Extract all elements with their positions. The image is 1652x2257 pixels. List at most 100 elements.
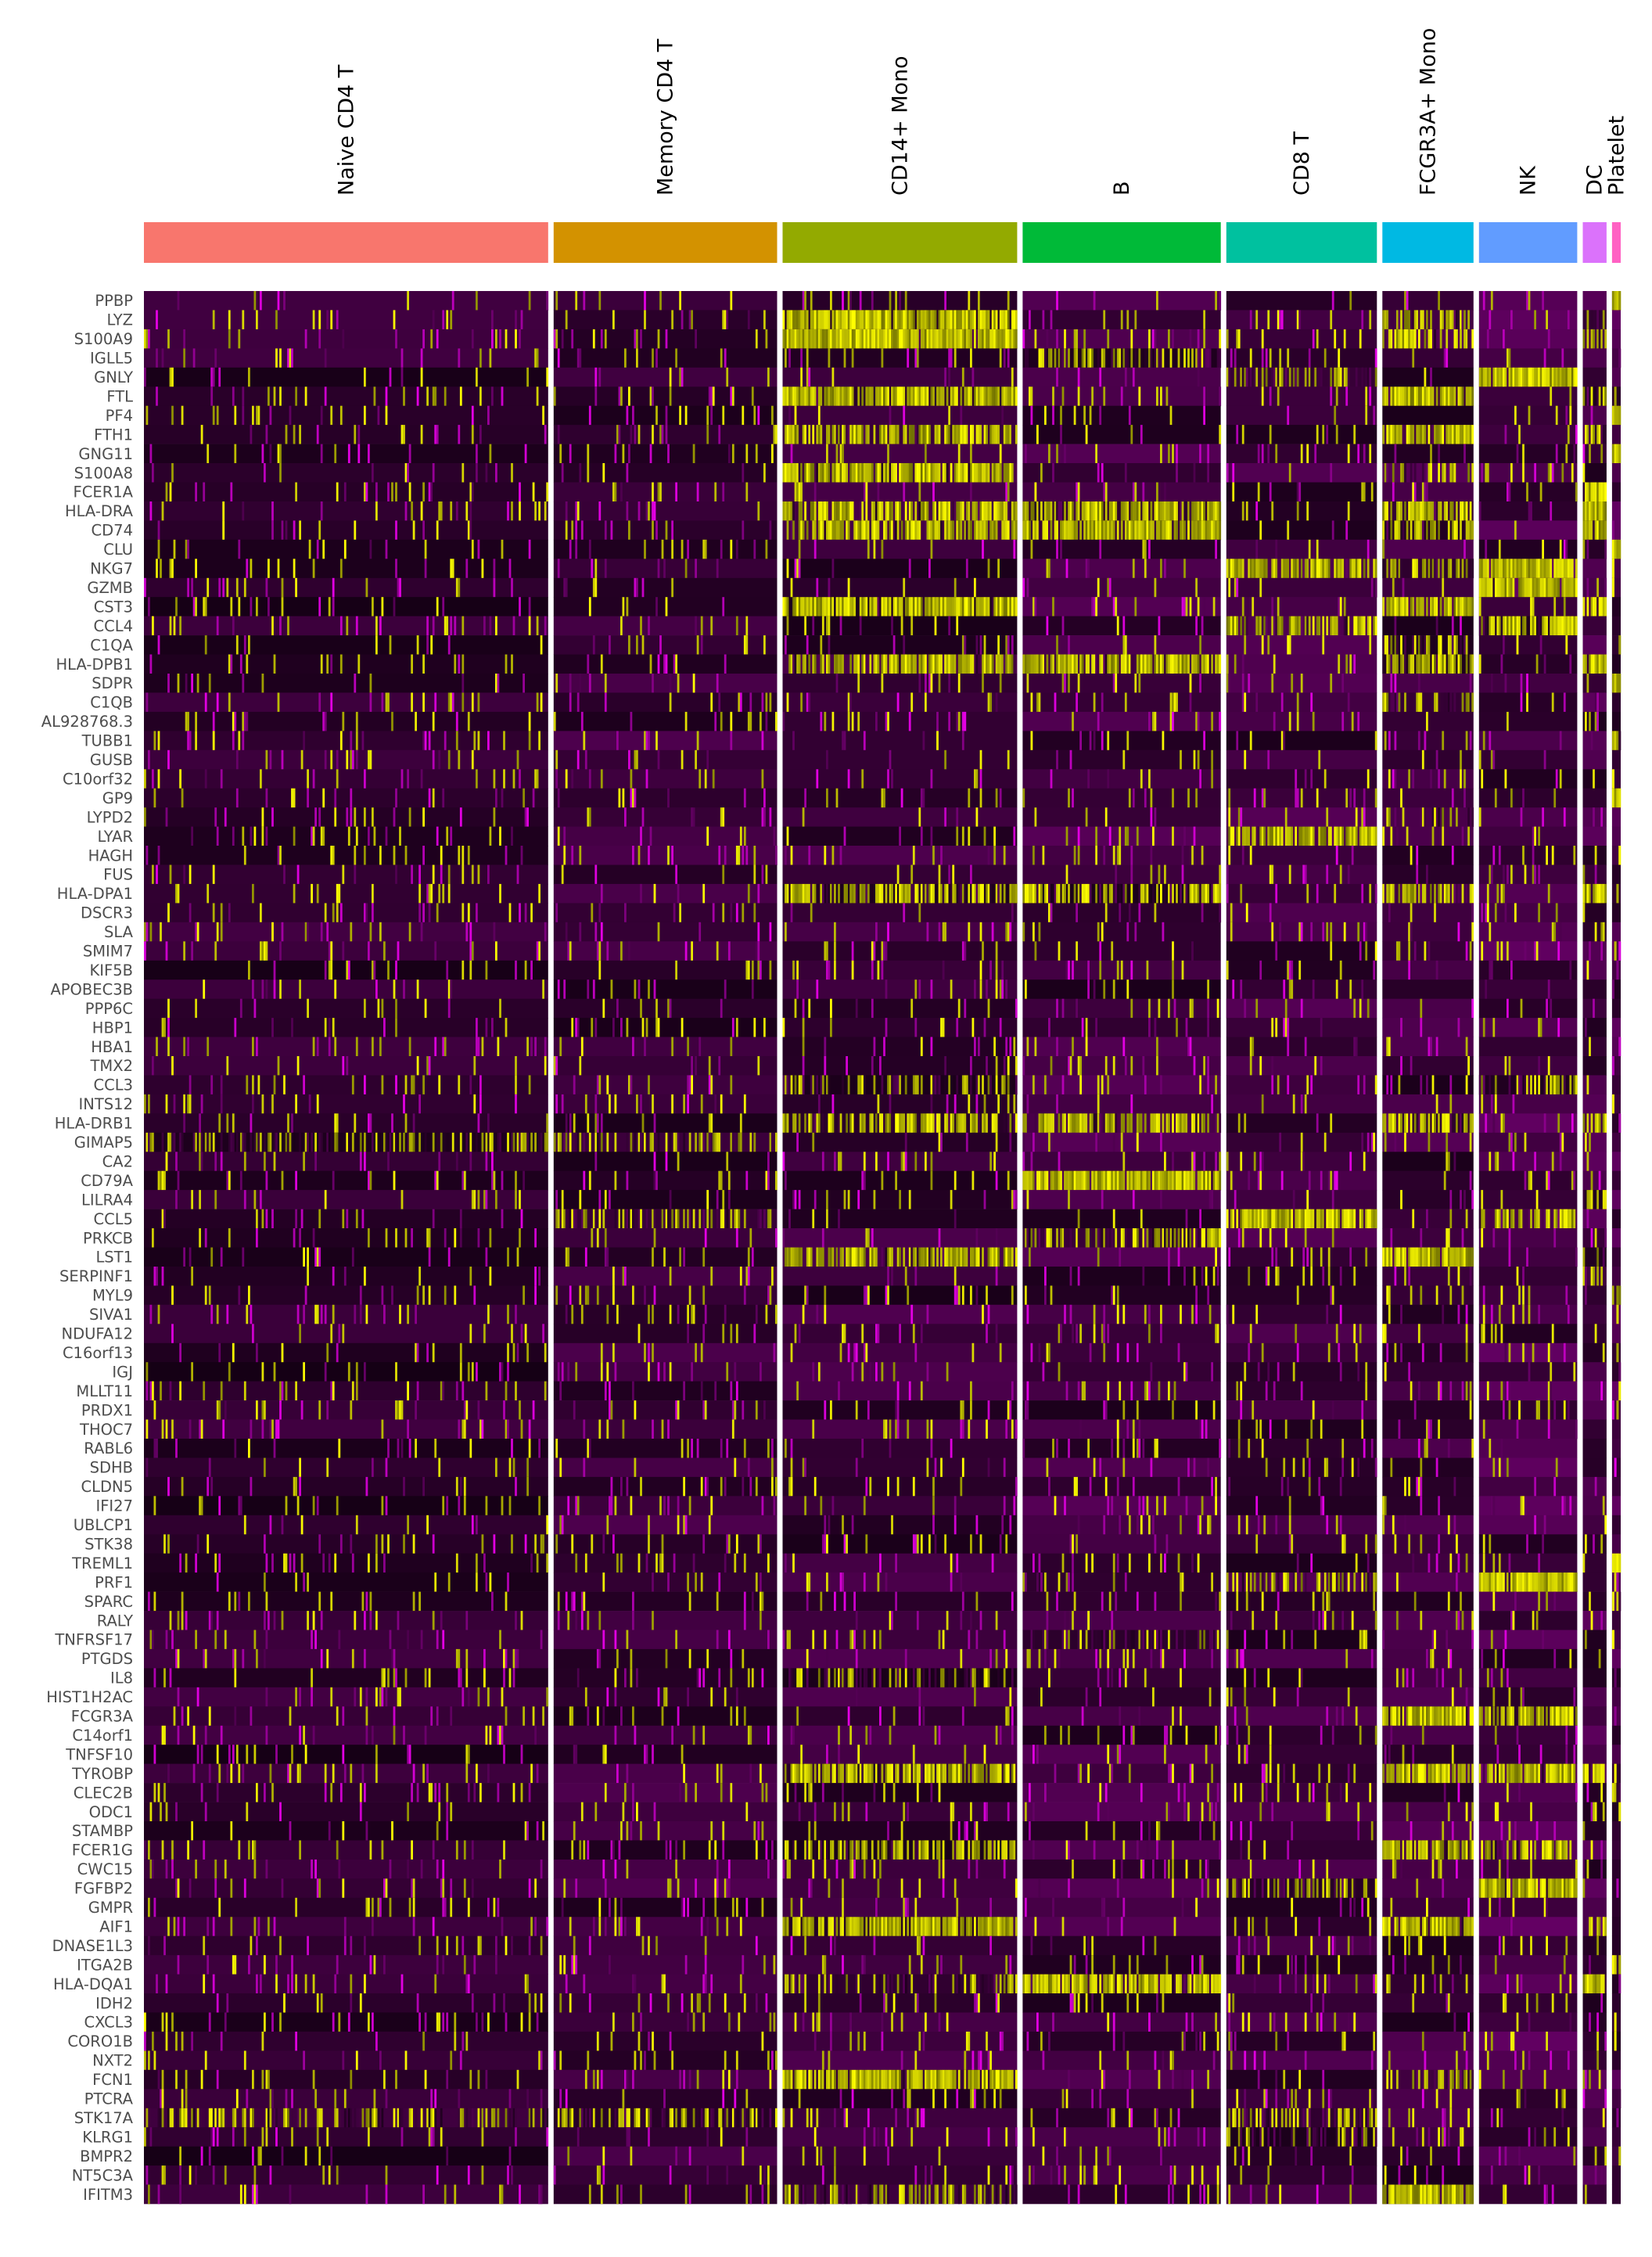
heatmap-cell — [1361, 826, 1364, 846]
heatmap-block-al928768-3-platelet — [1611, 711, 1621, 731]
heatmap-cell — [397, 941, 400, 961]
heatmap-block-sdpr-b — [1022, 674, 1221, 693]
heatmap-cell — [974, 577, 976, 598]
heatmap-cell — [210, 386, 214, 407]
heatmap-cell — [1183, 559, 1186, 579]
heatmap-cell — [891, 386, 893, 407]
heatmap-cell — [953, 310, 957, 330]
heatmap-cell — [320, 444, 323, 464]
heatmap-cell — [952, 501, 955, 521]
heatmap-cell — [212, 711, 215, 731]
heatmap-cell — [983, 520, 986, 541]
heatmap-cell — [812, 501, 815, 521]
heatmap-cell — [1485, 559, 1488, 579]
heatmap-cell — [1241, 501, 1244, 521]
heatmap-cell — [350, 922, 353, 942]
heatmap-cell — [1614, 539, 1617, 559]
heatmap-cell — [1594, 883, 1597, 904]
heatmap-cell — [1542, 539, 1544, 559]
heatmap-cell — [1306, 444, 1309, 464]
heatmap-cell — [1306, 559, 1309, 579]
heatmap-cell — [1288, 864, 1291, 885]
heatmap-cell — [760, 960, 762, 980]
heatmap-cell — [978, 386, 980, 407]
heatmap-cell — [1353, 826, 1356, 846]
heatmap-cell — [571, 520, 574, 541]
heatmap-cell — [1420, 310, 1423, 330]
heatmap-cell — [1061, 348, 1065, 368]
heatmap-cell — [1119, 826, 1122, 846]
heatmap-cell — [1396, 386, 1399, 407]
heatmap-cell — [557, 788, 560, 808]
heatmap-cell — [975, 769, 979, 789]
heatmap-cell — [1130, 329, 1133, 349]
heatmap-cell — [964, 463, 967, 483]
heatmap-cell — [883, 597, 885, 616]
heatmap-cell — [1120, 310, 1123, 330]
heatmap-cell — [1428, 559, 1431, 579]
heatmap-cell — [724, 979, 727, 999]
heatmap-cell — [842, 597, 844, 616]
heatmap-cell — [1467, 807, 1470, 827]
heatmap-cell — [483, 616, 486, 636]
heatmap-cell — [1056, 367, 1058, 387]
heatmap-cell — [485, 960, 488, 980]
heatmap-cell — [1417, 674, 1420, 693]
heatmap-cell — [156, 386, 158, 407]
heatmap-cell — [652, 501, 654, 521]
heatmap-cell — [364, 807, 366, 827]
heatmap-cell — [505, 329, 508, 349]
heatmap-cell — [511, 826, 513, 846]
heatmap-cell — [1410, 386, 1413, 407]
heatmap-cell — [167, 903, 170, 923]
heatmap-cell — [1451, 883, 1454, 904]
heatmap-cell — [1594, 482, 1597, 502]
heatmap-cell — [277, 559, 280, 579]
heatmap-cell — [831, 846, 835, 865]
heatmap-cell — [372, 807, 374, 827]
heatmap-cell — [1388, 654, 1391, 674]
heatmap-cell — [838, 425, 840, 444]
heatmap-cell — [1277, 310, 1280, 330]
heatmap-cell — [324, 960, 327, 980]
heatmap-cell — [524, 960, 527, 980]
heatmap-cell — [975, 386, 979, 407]
heatmap-cell — [1369, 386, 1372, 407]
heatmap-cell — [722, 310, 725, 330]
heatmap-block-igll5-dc — [1582, 348, 1607, 368]
heatmap-cell — [1022, 329, 1025, 349]
heatmap-cell — [1104, 482, 1108, 502]
heatmap-cell — [268, 597, 270, 616]
heatmap-cell — [1469, 692, 1472, 713]
heatmap-cell — [953, 597, 957, 616]
heatmap-cell — [1168, 654, 1170, 674]
heatmap-cell — [930, 883, 933, 904]
heatmap-cell — [968, 501, 971, 521]
heatmap-cell — [1034, 654, 1037, 674]
heatmap-cell — [1048, 903, 1050, 923]
heatmap-cell — [1284, 807, 1287, 827]
heatmap-cell — [961, 310, 964, 330]
heatmap-cell — [1236, 616, 1239, 636]
heatmap-cell — [1453, 883, 1456, 904]
heatmap-cell — [835, 463, 839, 483]
heatmap-cell — [1148, 520, 1151, 541]
heatmap-cell — [1158, 864, 1161, 885]
heatmap-cell — [938, 386, 941, 407]
heatmap-cell — [1384, 463, 1387, 483]
heatmap-cell — [1596, 883, 1599, 904]
heatmap-cell — [1116, 846, 1119, 865]
heatmap-block-al928768-3-naive-cd4-t — [144, 711, 548, 731]
heatmap-cell — [156, 559, 158, 579]
heatmap-cell — [1594, 864, 1597, 885]
heatmap-cell — [1550, 367, 1553, 387]
heatmap-cell — [1241, 826, 1244, 846]
heatmap-cell — [885, 597, 888, 616]
heatmap-cell — [330, 654, 333, 674]
heatmap-cell — [835, 501, 839, 521]
heatmap-cell — [261, 979, 264, 999]
heatmap-cell — [1156, 501, 1158, 521]
heatmap-cell — [802, 883, 805, 904]
heatmap-cell — [152, 463, 154, 483]
heatmap-cell — [804, 329, 806, 349]
